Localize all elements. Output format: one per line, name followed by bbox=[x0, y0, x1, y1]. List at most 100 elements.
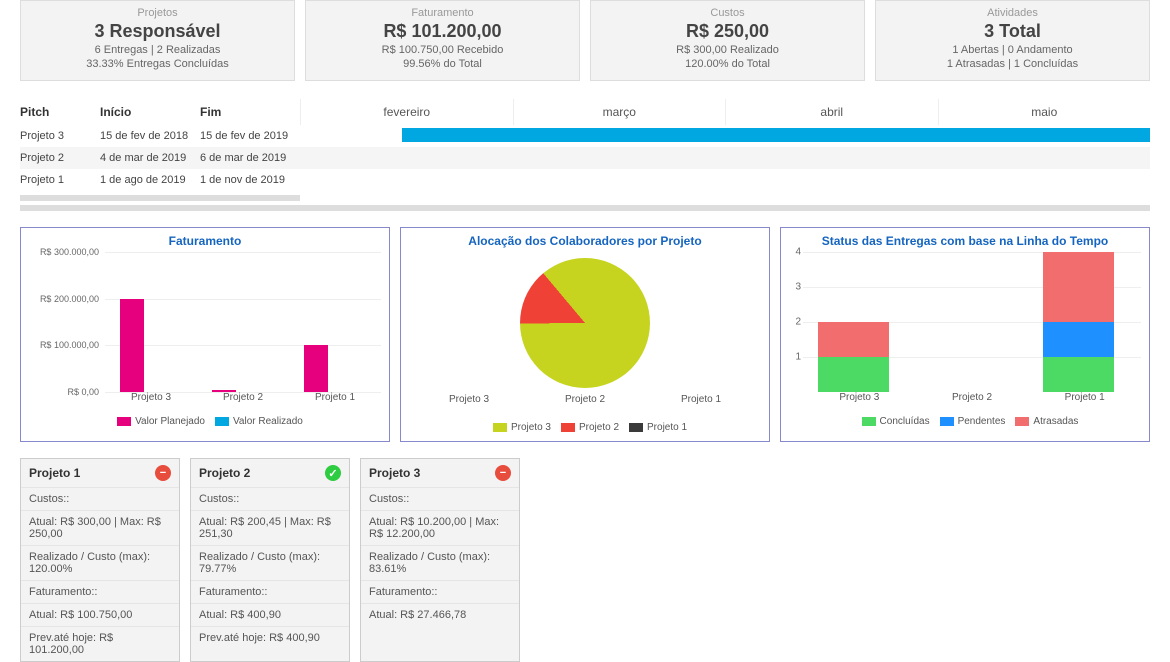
gantt-panel: Pitch Início Fim fevereiromarçoabrilmaio… bbox=[20, 99, 1150, 211]
gantt-cell-name: Projeto 1 bbox=[20, 174, 100, 186]
project-line: Realizado / Custo (max): 83.61% bbox=[361, 545, 519, 580]
project-line: Atual: R$ 200,45 | Max: R$ 251,30 bbox=[191, 510, 349, 545]
kpi-sub1: R$ 100.750,00 Recebido bbox=[314, 44, 571, 56]
chart-faturamento-legend: Valor PlanejadoValor Realizado bbox=[25, 412, 385, 431]
kpi-card-2[interactable]: Custos R$ 250,00 R$ 300,00 Realizado 120… bbox=[590, 0, 865, 81]
project-line: Realizado / Custo (max): 79.77% bbox=[191, 545, 349, 580]
project-line: Faturamento:: bbox=[191, 580, 349, 603]
chart-faturamento: Faturamento R$ 300.000,00R$ 200.000,00R$… bbox=[20, 227, 390, 442]
gantt-col-inicio: Início bbox=[100, 105, 200, 119]
charts-row: Faturamento R$ 300.000,00R$ 200.000,00R$… bbox=[0, 211, 1170, 442]
stack-seg[interactable] bbox=[1043, 357, 1114, 392]
kpi-main: 3 Total bbox=[884, 21, 1141, 42]
pie-x-label: Projeto 2 bbox=[527, 394, 643, 405]
chart-alocacao: Alocação dos Colaboradores por Projeto P… bbox=[400, 227, 770, 442]
stack-seg[interactable] bbox=[818, 322, 889, 357]
gantt-cell-start: 4 de mar de 2019 bbox=[100, 152, 200, 164]
project-line: Atual: R$ 400,90 bbox=[191, 603, 349, 626]
pie-x-label: Projeto 1 bbox=[643, 394, 759, 405]
project-title: Projeto 2 bbox=[199, 466, 250, 480]
stack-seg[interactable] bbox=[1043, 252, 1114, 322]
gantt-month: abril bbox=[725, 99, 938, 125]
gantt-cell-end: 6 de mar de 2019 bbox=[200, 152, 300, 164]
project-card[interactable]: Projeto 3 −Custos::Atual: R$ 10.200,00 | … bbox=[360, 458, 520, 662]
kpi-sub2: 120.00% do Total bbox=[599, 58, 856, 70]
project-line: Atual: R$ 100.750,00 bbox=[21, 603, 179, 626]
gantt-month-headers: fevereiromarçoabrilmaio bbox=[300, 99, 1150, 125]
y-tick: 1 bbox=[795, 352, 801, 363]
kpi-sub1: 1 Abertas | 0 Andamento bbox=[884, 44, 1141, 56]
gantt-scrollbar[interactable] bbox=[20, 195, 300, 201]
kpi-sub1: 6 Entregas | 2 Realizadas bbox=[29, 44, 286, 56]
project-line: Atual: R$ 10.200,00 | Max: R$ 12.200,00 bbox=[361, 510, 519, 545]
x-label: Projeto 1 bbox=[289, 392, 381, 412]
x-label: Projeto 3 bbox=[105, 392, 197, 412]
x-label: Projeto 2 bbox=[197, 392, 289, 412]
stack-seg[interactable] bbox=[1043, 322, 1114, 357]
y-tick: R$ 200.000,00 bbox=[40, 294, 99, 304]
kpi-label: Atividades bbox=[884, 7, 1141, 19]
pie-chart bbox=[520, 258, 650, 388]
x-label: Projeto 3 bbox=[803, 392, 916, 412]
gantt-left-header: Pitch Início Fim bbox=[20, 99, 300, 125]
y-tick: 4 bbox=[795, 247, 801, 258]
project-card[interactable]: Projeto 2 ✓Custos::Atual: R$ 200,45 | Max… bbox=[190, 458, 350, 662]
bar[interactable] bbox=[120, 299, 144, 392]
gantt-cell-name: Projeto 2 bbox=[20, 152, 100, 164]
stack-seg[interactable] bbox=[818, 357, 889, 392]
gantt-month: março bbox=[513, 99, 726, 125]
project-line: Realizado / Custo (max): 120.00% bbox=[21, 545, 179, 580]
gantt-cell-end: 1 de nov de 2019 bbox=[200, 174, 300, 186]
gantt-col-pitch: Pitch bbox=[20, 105, 100, 119]
gantt-month: maio bbox=[938, 99, 1151, 125]
gantt-cell-end: 15 de fev de 2019 bbox=[200, 130, 300, 142]
gantt-cell-start: 15 de fev de 2018 bbox=[100, 130, 200, 142]
project-line: Atual: R$ 27.466,78 bbox=[361, 603, 519, 626]
kpi-card-3[interactable]: Atividades 3 Total 1 Abertas | 0 Andamen… bbox=[875, 0, 1150, 81]
kpi-main: R$ 250,00 bbox=[599, 21, 856, 42]
chart-status: Status das Entregas com base na Linha do… bbox=[780, 227, 1150, 442]
gantt-bar[interactable] bbox=[402, 128, 1150, 142]
x-label: Projeto 1 bbox=[1028, 392, 1141, 412]
project-line: Faturamento:: bbox=[21, 580, 179, 603]
status-icon: − bbox=[155, 465, 171, 481]
kpi-card-1[interactable]: Faturamento R$ 101.200,00 R$ 100.750,00 … bbox=[305, 0, 580, 81]
kpi-main: 3 Responsável bbox=[29, 21, 286, 42]
pie-x-labels: Projeto 3Projeto 2Projeto 1 bbox=[405, 388, 765, 405]
project-card[interactable]: Projeto 1 −Custos::Atual: R$ 300,00 | Max… bbox=[20, 458, 180, 662]
kpi-sub2: 1 Atrasadas | 1 Concluídas bbox=[884, 58, 1141, 70]
project-title: Projeto 3 bbox=[369, 466, 420, 480]
y-tick: R$ 300.000,00 bbox=[40, 247, 99, 257]
status-icon: ✓ bbox=[325, 465, 341, 481]
kpi-sub2: 99.56% do Total bbox=[314, 58, 571, 70]
project-cards-row: Projeto 1 −Custos::Atual: R$ 300,00 | Max… bbox=[0, 442, 1170, 662]
y-tick: R$ 0,00 bbox=[67, 387, 99, 397]
gantt-row[interactable]: Projeto 24 de mar de 20196 de mar de 201… bbox=[20, 147, 1150, 169]
kpi-sub1: R$ 300,00 Realizado bbox=[599, 44, 856, 56]
pie-x-label: Projeto 3 bbox=[411, 394, 527, 405]
kpi-card-0[interactable]: Projetos 3 Responsável 6 Entregas | 2 Re… bbox=[20, 0, 295, 81]
bar[interactable] bbox=[304, 345, 328, 392]
y-tick: 3 bbox=[795, 282, 801, 293]
kpi-label: Faturamento bbox=[314, 7, 571, 19]
gantt-month: fevereiro bbox=[300, 99, 513, 125]
project-line: Custos:: bbox=[361, 487, 519, 510]
project-line: Custos:: bbox=[191, 487, 349, 510]
chart-alocacao-legend: Projeto 3Projeto 2Projeto 1 bbox=[405, 418, 765, 437]
y-tick: 2 bbox=[795, 317, 801, 328]
gantt-cell-name: Projeto 3 bbox=[20, 130, 100, 142]
x-label: Projeto 2 bbox=[916, 392, 1029, 412]
y-tick: R$ 100.000,00 bbox=[40, 340, 99, 350]
kpi-label: Projetos bbox=[29, 7, 286, 19]
chart-alocacao-title: Alocação dos Colaboradores por Projeto bbox=[405, 232, 765, 252]
project-title: Projeto 1 bbox=[29, 466, 80, 480]
kpi-sub2: 33.33% Entregas Concluídas bbox=[29, 58, 286, 70]
status-icon: − bbox=[495, 465, 511, 481]
gantt-row[interactable]: Projeto 11 de ago de 20191 de nov de 201… bbox=[20, 169, 1150, 191]
project-line: Prev.até hoje: R$ 101.200,00 bbox=[21, 626, 179, 661]
project-line: Atual: R$ 300,00 | Max: R$ 250,00 bbox=[21, 510, 179, 545]
kpi-main: R$ 101.200,00 bbox=[314, 21, 571, 42]
project-line: Custos:: bbox=[21, 487, 179, 510]
gantt-row[interactable]: Projeto 315 de fev de 201815 de fev de 2… bbox=[20, 125, 1150, 147]
project-line: Prev.até hoje: R$ 400,90 bbox=[191, 626, 349, 649]
